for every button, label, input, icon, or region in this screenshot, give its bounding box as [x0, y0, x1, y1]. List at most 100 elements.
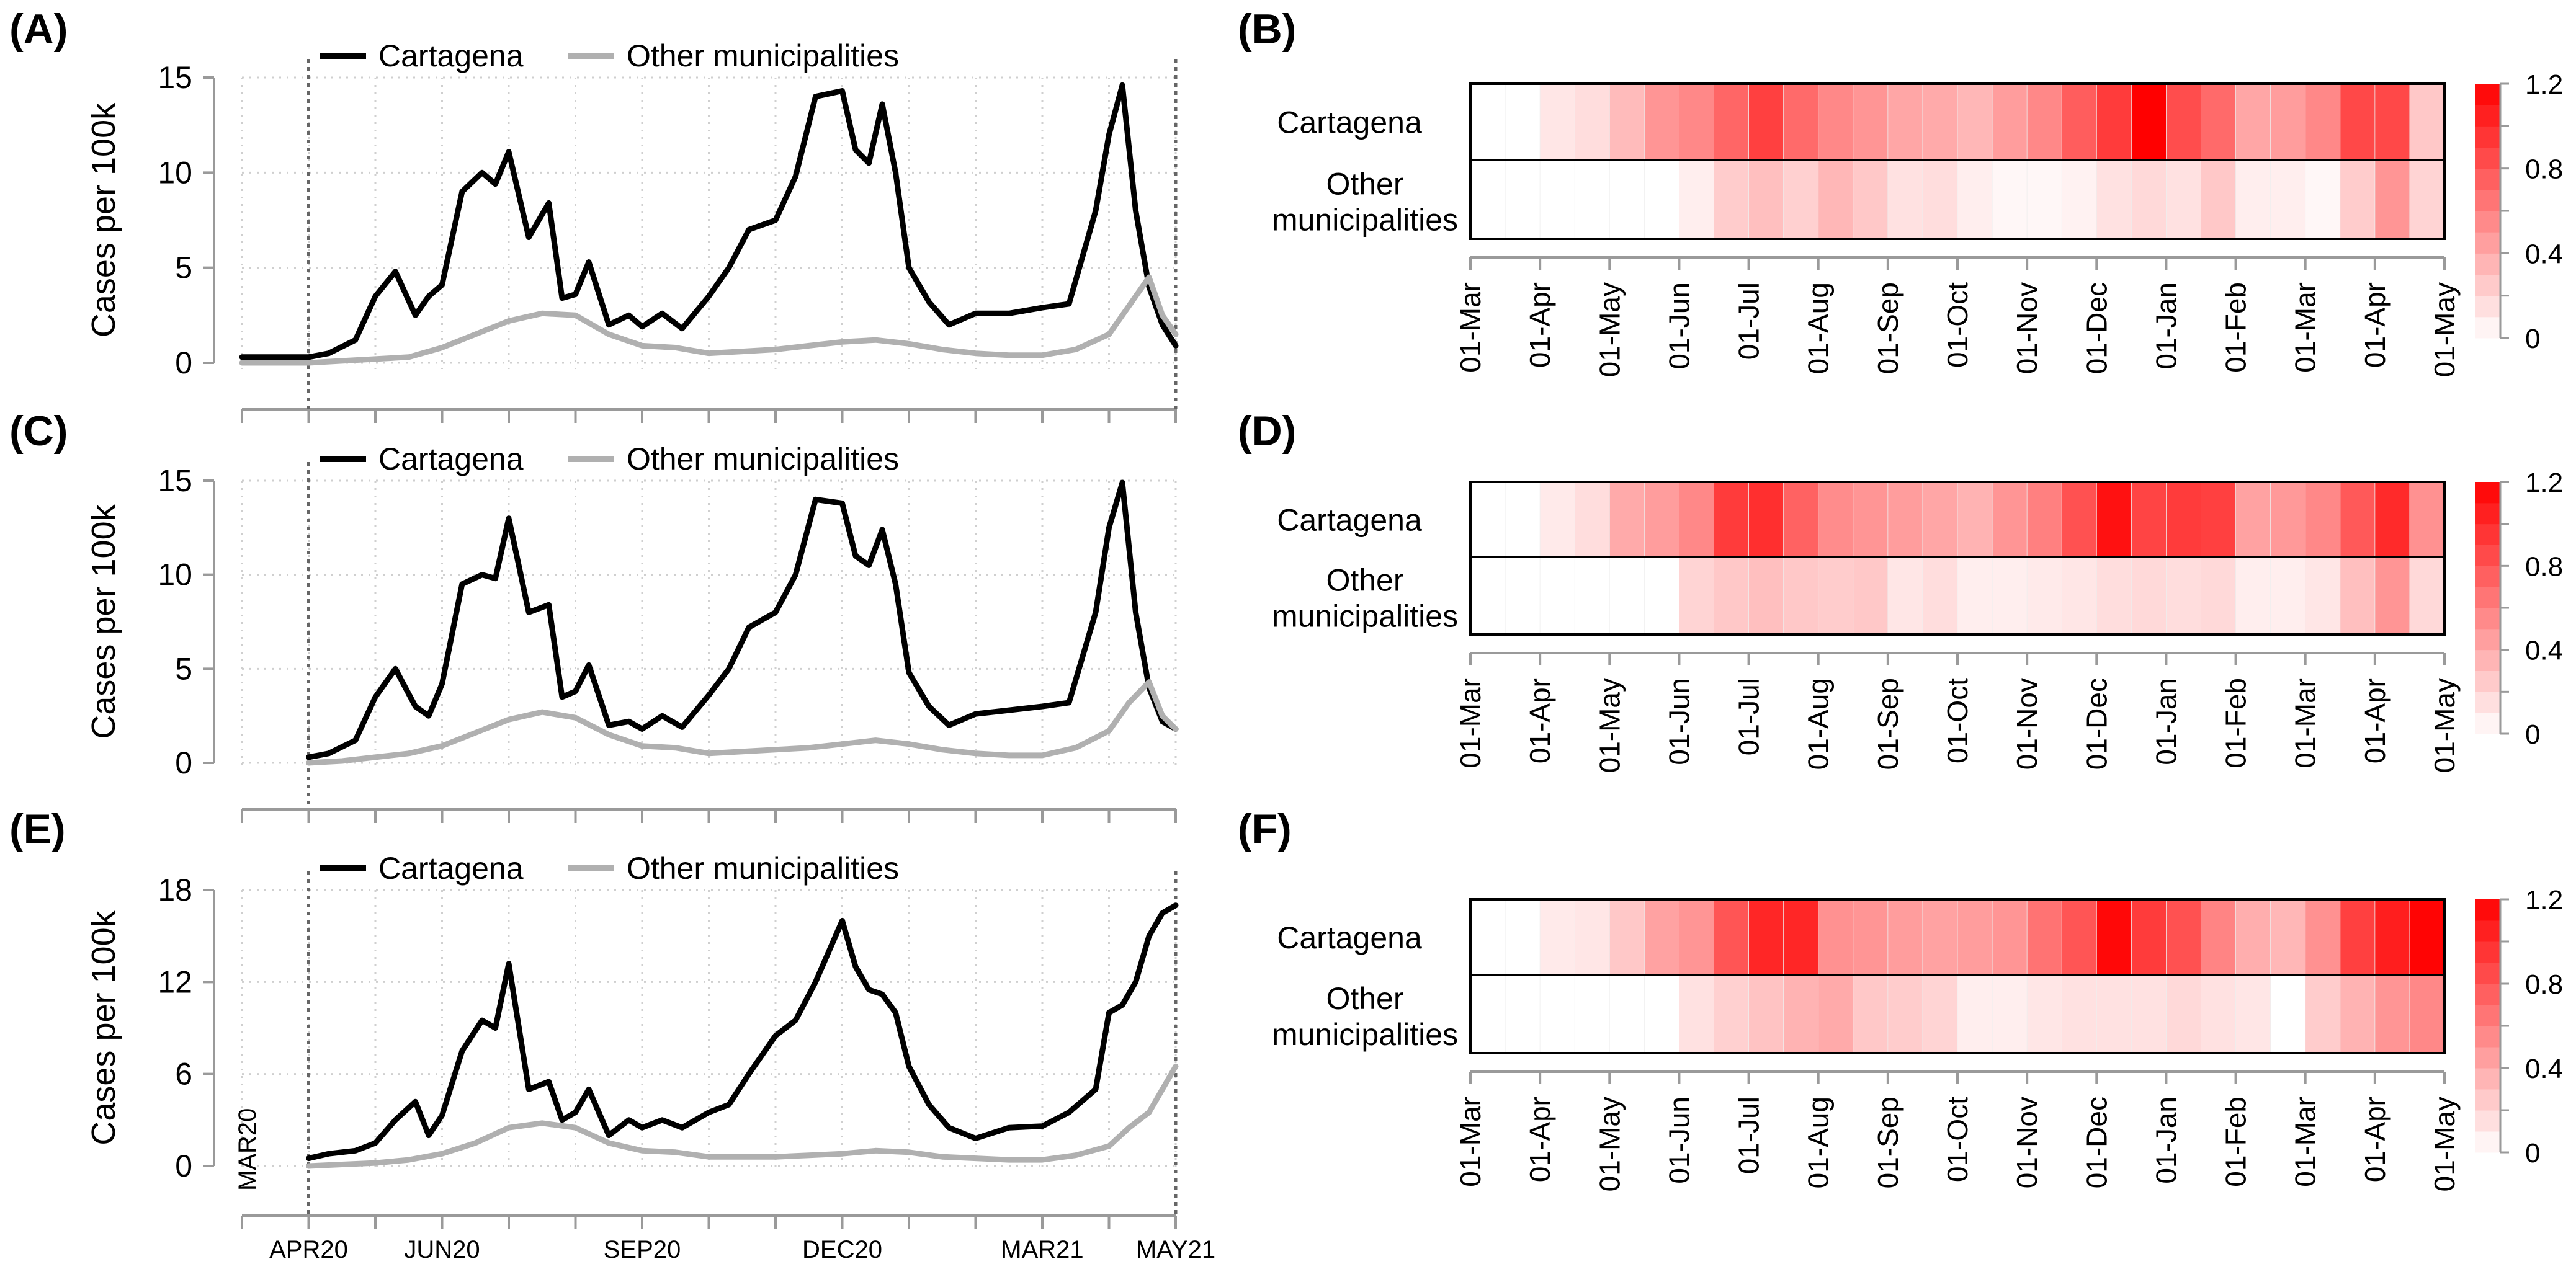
- heatmap-x-tick-label: 01-Dec: [2080, 1097, 2113, 1188]
- heatmap-cell: [1853, 159, 1889, 239]
- heatmap-cell: [1887, 481, 1923, 558]
- heatmap-cell: [1992, 974, 2028, 1054]
- y-tick-label: 10: [158, 155, 192, 190]
- y-tick-label: 5: [175, 651, 192, 686]
- colorbar-step: [2475, 1110, 2500, 1132]
- heatmap-x-tick-label: 01-May: [1593, 678, 1626, 773]
- colorbar-step: [2475, 232, 2500, 254]
- colorbar-step: [2475, 899, 2500, 921]
- x-tick-label: APR20: [269, 1236, 348, 1263]
- heatmap-cell: [2096, 83, 2132, 161]
- heatmap-cell: [1470, 481, 1506, 558]
- x-tick-label: MAR21: [1001, 1236, 1083, 1263]
- colorbar-step: [2475, 608, 2500, 630]
- colorbar-step: [2475, 211, 2500, 233]
- legend-label: Cartagena: [378, 442, 524, 476]
- heatmap-cell: [1679, 556, 1715, 635]
- heatmap-cell: [2061, 899, 2098, 976]
- colorbar-tick-label: 0.8: [2525, 154, 2563, 185]
- panel-tag-c: (C): [9, 407, 68, 455]
- heatmap-cell: [2409, 481, 2445, 558]
- y-tick-label: 0: [175, 345, 192, 380]
- legend-label: Other municipalities: [627, 442, 899, 476]
- heatmap-cell: [2340, 481, 2376, 558]
- heatmap-cell: [1818, 83, 1854, 161]
- colorbar-step: [2475, 692, 2500, 713]
- heatmap-cell: [2131, 159, 2167, 239]
- colorbar-step: [2475, 628, 2500, 651]
- x-tick-label: DEC20: [802, 1236, 882, 1263]
- heatmap-cell: [1644, 899, 1680, 976]
- heatmap-cell: [2270, 159, 2306, 239]
- heatmap-x-tick-label: 01-Mar: [2289, 678, 2322, 768]
- heatmap-cell: [2201, 974, 2237, 1054]
- row-label-cartagena: Cartagena: [1277, 503, 1422, 538]
- heatmap-cell: [2166, 159, 2202, 239]
- heatmap-cell: [2096, 974, 2132, 1054]
- heatmap-cell: [2270, 556, 2306, 635]
- heatmap-cell: [1922, 974, 1958, 1054]
- heatmap-cell: [1574, 159, 1611, 239]
- colorbar-step: [2475, 189, 2500, 211]
- heatmap-cell: [1818, 159, 1854, 239]
- heatmap-cell: [2201, 481, 2237, 558]
- heatmap-cell: [2096, 159, 2132, 239]
- heatmap-cell: [1853, 481, 1889, 558]
- heatmap-cell: [1679, 899, 1715, 976]
- colorbar-step: [2475, 1047, 2500, 1069]
- heatmap-cell: [1748, 83, 1784, 161]
- legend-label: Other municipalities: [627, 38, 899, 73]
- heatmap-x-tick-label: 01-Mar: [2289, 1097, 2322, 1187]
- heatmap-cell: [2201, 83, 2237, 161]
- heatmap-cell: [2026, 899, 2063, 976]
- heatmap-x-tick-label: 01-Jan: [2150, 1097, 2182, 1184]
- heatmap-cell: [1609, 481, 1645, 558]
- colorbar-tick-label: 0: [2525, 719, 2540, 750]
- heatmap-cell: [2305, 159, 2341, 239]
- heatmap-x-tick-label: 01-Sep: [1872, 678, 1904, 770]
- heatmap-cell: [2061, 481, 2098, 558]
- heatmap-cell: [1818, 974, 1854, 1054]
- heatmap-x-tick-label: 01-Dec: [2080, 282, 2113, 374]
- heatmap-x-tick-label: 01-Oct: [1941, 282, 1974, 368]
- heatmap-cell: [2235, 83, 2271, 161]
- colorbar-tick-label: 1.2: [2525, 885, 2563, 915]
- colorbar-tick-label: 0.4: [2525, 1054, 2563, 1084]
- row-label-cartagena: Cartagena: [1277, 105, 1422, 140]
- y-tick-label: 12: [158, 964, 192, 999]
- heatmap-cell: [2061, 974, 2098, 1054]
- y-tick-label: 18: [158, 873, 192, 907]
- heatmap-cell: [2340, 83, 2376, 161]
- series-line-cartagena: [239, 82, 1179, 360]
- colorbar-step: [2475, 316, 2500, 339]
- heatmap-x-tick-label: 01-Mar: [1454, 1097, 1487, 1187]
- heatmap-x-tick-label: 01-Apr: [2359, 1097, 2391, 1182]
- heatmap-cell: [1505, 556, 1541, 635]
- heatmap-cell: [1505, 159, 1541, 239]
- panel-tag-e: (E): [9, 806, 66, 853]
- heatmap-cell: [2166, 481, 2202, 558]
- heatmap-cell: [1748, 481, 1784, 558]
- heatmap-cell: [2131, 974, 2167, 1054]
- heatmap-x-tick-label: 01-Aug: [1802, 678, 1835, 770]
- heatmap-cell: [1783, 159, 1819, 239]
- heatmap-cell: [1470, 556, 1506, 635]
- heatmap-cell: [2235, 556, 2271, 635]
- heatmap-x-tick-label: 01-Apr: [1524, 678, 1556, 763]
- y-tick-label: 0: [175, 1149, 192, 1183]
- y-tick-label: 15: [158, 463, 192, 498]
- heatmap-cell: [2166, 899, 2202, 976]
- colorbar-step: [2475, 587, 2500, 608]
- row-label-other-municipalities: Other municipalities: [1272, 167, 1458, 238]
- heatmap-cell: [1609, 556, 1645, 635]
- heatmap-cell: [1783, 899, 1819, 976]
- colorbar-step: [2475, 253, 2500, 275]
- series-line-other-municipalities: [306, 679, 1179, 766]
- y-tick-label: 15: [158, 60, 192, 95]
- heatmap-cell: [1574, 556, 1611, 635]
- heatmap-x-tick-label: 01-Nov: [2011, 1097, 2043, 1188]
- heatmap-x-tick-label: 01-Mar: [1454, 678, 1487, 768]
- heatmap-x-tick-label: 01-Jul: [1733, 678, 1765, 755]
- heatmap-cell: [2201, 556, 2237, 635]
- heatmap-x-tick-label: 01-Jun: [1663, 282, 1695, 370]
